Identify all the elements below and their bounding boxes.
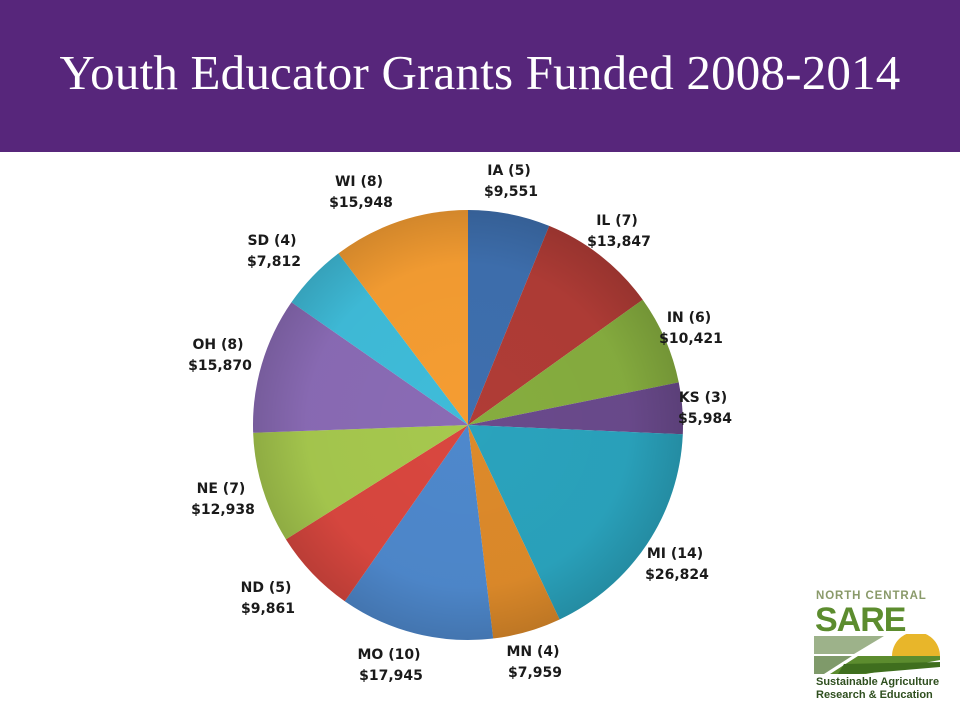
slice-label-count-mo: MO (10)	[358, 647, 421, 663]
slice-label-count-ks: KS (3)	[679, 390, 727, 406]
slice-label-value-il: $13,847	[587, 234, 651, 250]
slice-label-count-mn: MN (4)	[506, 644, 559, 660]
slice-label-value-oh: $15,870	[188, 358, 252, 374]
slice-label-value-ks: $5,984	[678, 411, 732, 427]
slice-label-count-oh: OH (8)	[192, 337, 243, 353]
slice-label-value-ne: $12,938	[191, 502, 255, 518]
slice-label-count-mi: MI (14)	[647, 546, 703, 562]
slice-label-value-mo: $17,945	[359, 668, 423, 684]
slice-label-count-sd: SD (4)	[247, 233, 296, 249]
slice-label-count-nd: ND (5)	[241, 580, 292, 596]
slice-label-value-sd: $7,812	[247, 254, 301, 270]
pie-labels: IA (5) $9,551 IL (7) $13,847 IN (6) $10,421 KS…	[188, 163, 732, 684]
slice-label-count-il: IL (7)	[596, 213, 638, 229]
sare-logo: NORTH CENTRAL SARE Sustainable Agricultu…	[812, 588, 942, 706]
slice-label-count-ne: NE (7)	[197, 481, 246, 497]
logo-sare: SARE	[815, 601, 906, 639]
slice-label-value-nd: $9,861	[241, 601, 295, 617]
slice-label-count-wi: WI (8)	[335, 174, 383, 190]
logo-north-central: NORTH CENTRAL	[816, 590, 927, 602]
slide-title: Youth Educator Grants Funded 2008-2014	[59, 45, 901, 100]
slice-label-value-ia: $9,551	[484, 184, 538, 200]
title-bar: Youth Educator Grants Funded 2008-2014	[0, 0, 960, 152]
logo-tagline-1: Sustainable Agriculture	[816, 676, 940, 688]
logo-tagline-2: Research & Education	[816, 689, 933, 701]
slice-label-count-in: IN (6)	[667, 310, 711, 326]
slice-label-value-mi: $26,824	[645, 567, 709, 583]
field-sun-icon	[814, 634, 940, 674]
slice-label-value-wi: $15,948	[329, 195, 393, 211]
slice-label-value-mn: $7,959	[508, 665, 562, 681]
pie-shading	[253, 210, 683, 640]
slice-label-count-ia: IA (5)	[487, 163, 530, 179]
slice-label-value-in: $10,421	[659, 331, 723, 347]
